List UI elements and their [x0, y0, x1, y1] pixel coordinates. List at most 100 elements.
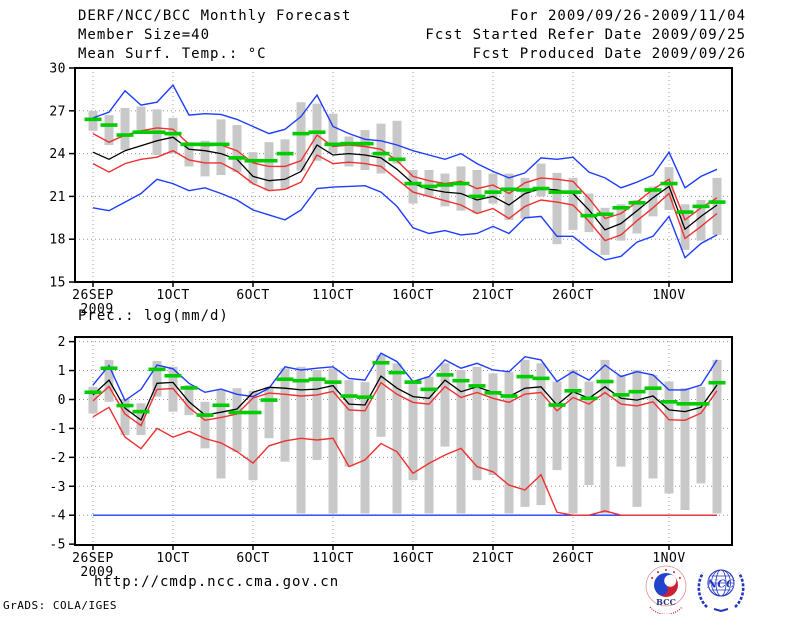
y-tick-label: 1: [58, 364, 66, 379]
member-spread-bar: [616, 204, 626, 241]
member-spread-bar: [552, 381, 562, 471]
header-title: DERF/NCC/BCC Monthly Forecast: [78, 8, 352, 24]
x-tick-label: 1OCT: [156, 288, 189, 303]
observation-dash: [612, 393, 630, 397]
observation-dash: [404, 181, 422, 186]
member-spread-bar: [696, 199, 706, 241]
y-tick-label: 21: [49, 190, 66, 205]
observation-dash: [388, 370, 406, 375]
x-tick-sublabel: 2009: [80, 302, 113, 317]
observation-dash: [228, 410, 246, 415]
x-tick-label: 16OCT: [392, 551, 434, 566]
y-tick-label: -2: [49, 451, 66, 466]
observation-dash: [340, 141, 358, 146]
observation-dash: [516, 188, 534, 192]
bcc-logo-stars: [651, 569, 681, 579]
member-spread-bar: [568, 369, 578, 514]
observation-dash: [404, 380, 422, 384]
ncc-logo-wreath: [697, 572, 745, 613]
member-spread-bar: [232, 388, 242, 452]
observation-dash: [468, 194, 486, 199]
member-spread-bar: [120, 107, 130, 151]
grads-credit: GrADS: COLA/IGES: [3, 599, 117, 612]
observation-dash: [420, 184, 438, 189]
observation-dash: [324, 142, 342, 147]
member-spread-bar: [408, 383, 418, 481]
y-tick-label: 18: [49, 233, 66, 248]
member-spread-bar: [584, 193, 594, 233]
member-spread-bar: [504, 173, 514, 220]
member-spread-bar: [184, 142, 194, 167]
observation-dash: [180, 142, 198, 147]
observation-dash: [532, 186, 550, 191]
x-tick-label: 21OCT: [472, 288, 514, 303]
observation-dash: [516, 374, 534, 379]
member-spread-bar: [664, 167, 674, 210]
member-spread-bar: [664, 381, 674, 494]
observation-dash: [164, 373, 182, 378]
observation-dash: [148, 130, 166, 134]
observation-dash: [548, 190, 566, 194]
member-spread-bar: [184, 385, 194, 416]
y-tick-label: -3: [49, 480, 66, 495]
member-spread-bar: [424, 376, 434, 514]
observation-dash: [484, 391, 502, 395]
observation-dash: [644, 188, 662, 192]
ensemble-max-line: [92, 83, 718, 189]
observation-dash: [452, 378, 470, 383]
member-spread-bar: [328, 368, 338, 514]
member-spread-bar: [520, 177, 530, 219]
chart2-title: Prec.: log(mm/d): [78, 308, 229, 324]
observation-dash: [500, 394, 518, 398]
ensemble-mean-line: [92, 375, 718, 422]
observation-dash: [244, 158, 262, 163]
observation-dash: [148, 367, 166, 372]
ncc-logo: NCC: [697, 569, 745, 613]
observation-dash: [660, 181, 678, 186]
observation-dash: [548, 403, 566, 407]
member-spread-bar: [456, 166, 466, 211]
member-spread-bar: [296, 102, 306, 171]
observation-dash: [116, 403, 134, 408]
observation-dash: [180, 386, 198, 390]
header-member-size: Member Size=40: [78, 27, 211, 43]
x-tick-label: 1OCT: [156, 551, 189, 566]
member-spread-bar: [456, 369, 466, 514]
y-tick-label: -5: [49, 538, 66, 553]
x-tick-label: 1NOV: [652, 551, 685, 566]
observation-dash: [276, 151, 294, 156]
observation-dash: [468, 384, 486, 388]
member-spread-bar: [648, 374, 658, 479]
plot-frame: [74, 67, 733, 283]
observation-dash: [436, 183, 454, 187]
member-spread-bar: [200, 140, 210, 177]
observation-dash: [500, 187, 518, 192]
observation-dash: [628, 389, 646, 394]
observation-dash: [644, 386, 662, 391]
header-produced-date: Fcst Produced Date 2009/09/26: [472, 46, 746, 62]
x-tick-label: 26SEP: [72, 551, 114, 566]
member-spread-bar: [472, 366, 482, 481]
lower-bound-line: [92, 149, 718, 242]
observation-dash: [372, 360, 390, 365]
observation-dash: [196, 142, 214, 147]
member-spread-bar: [568, 177, 578, 230]
member-spread-bar: [536, 363, 546, 506]
observation-dash: [212, 142, 230, 147]
y-tick-label: -4: [49, 509, 66, 524]
member-spread-bar: [680, 388, 690, 510]
observation-dash: [372, 151, 390, 156]
observation-dash: [116, 133, 134, 137]
member-spread-bar: [104, 115, 114, 146]
member-spread-bar: [344, 136, 354, 167]
observation-dash: [660, 400, 678, 404]
member-spread-bar: [440, 363, 450, 447]
x-tick-label: 26OCT: [552, 551, 594, 566]
y-tick-label: 30: [49, 62, 66, 77]
ensemble-min-line: [92, 178, 718, 261]
observation-dash: [564, 190, 582, 194]
x-tick-label: 11OCT: [312, 288, 354, 303]
